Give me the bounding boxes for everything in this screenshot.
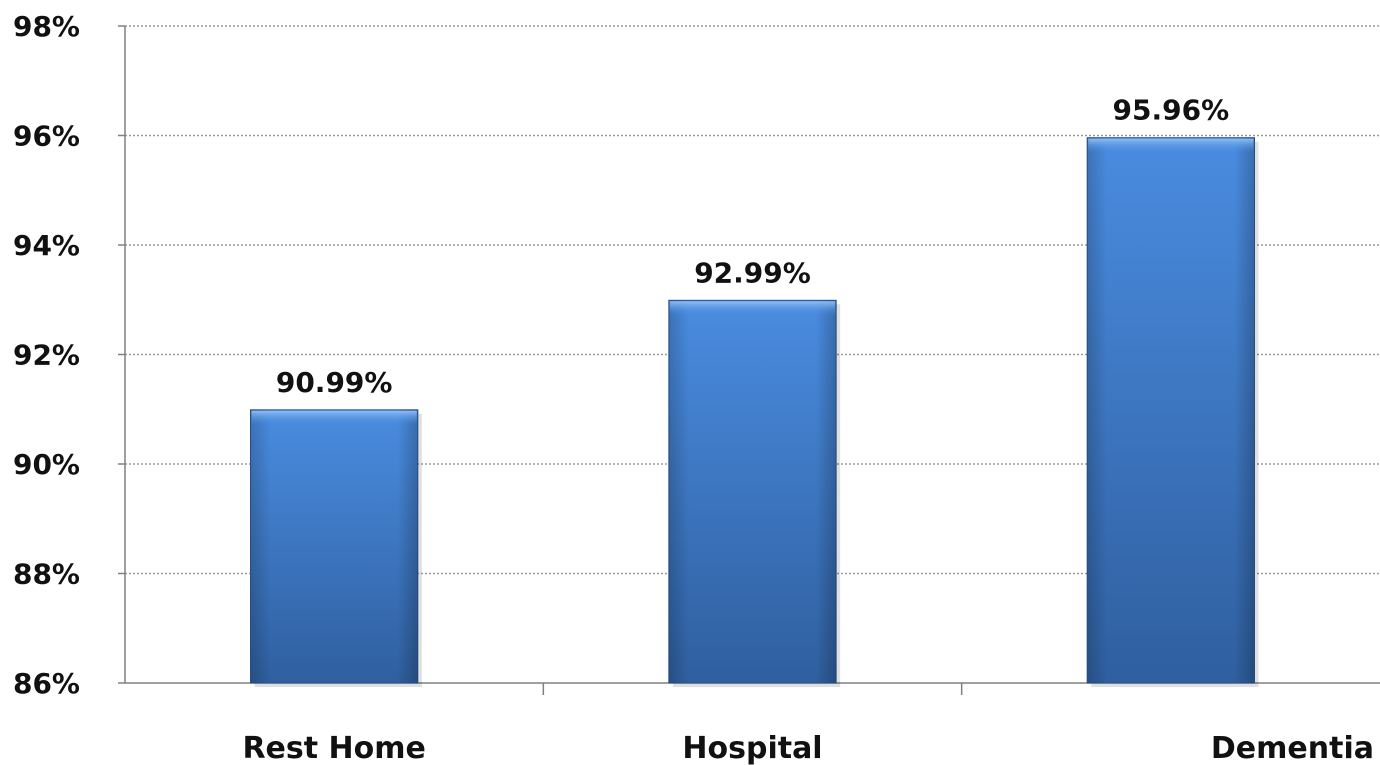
bar-shading	[1087, 137, 1255, 683]
y-tick-label: 98%	[13, 10, 80, 43]
labels: 86% 88% 90% 92% 94% 96% 98% 90.99% Rest Home 92.9…	[13, 10, 1374, 765]
data-label: 92.99%	[694, 256, 811, 289]
x-category-label: Dementia	[1211, 731, 1374, 765]
y-tick-label: 90%	[13, 448, 80, 481]
y-tick-label: 96%	[13, 120, 80, 153]
bars	[250, 137, 1259, 687]
data-label: 90.99%	[276, 366, 393, 399]
bar-highlight	[251, 410, 417, 425]
y-tick-label: 86%	[13, 667, 80, 700]
y-tick-label: 92%	[13, 339, 80, 372]
x-category-label: Hospital	[682, 731, 822, 765]
bar-highlight	[669, 301, 836, 316]
y-tick-label: 94%	[13, 229, 80, 262]
bar-shading	[668, 300, 837, 683]
x-category-label: Rest Home	[242, 731, 425, 765]
bar-shading	[250, 409, 418, 683]
data-label: 95.96%	[1113, 94, 1230, 127]
y-tick-label: 88%	[13, 558, 80, 591]
bar-highlight	[1088, 138, 1254, 153]
